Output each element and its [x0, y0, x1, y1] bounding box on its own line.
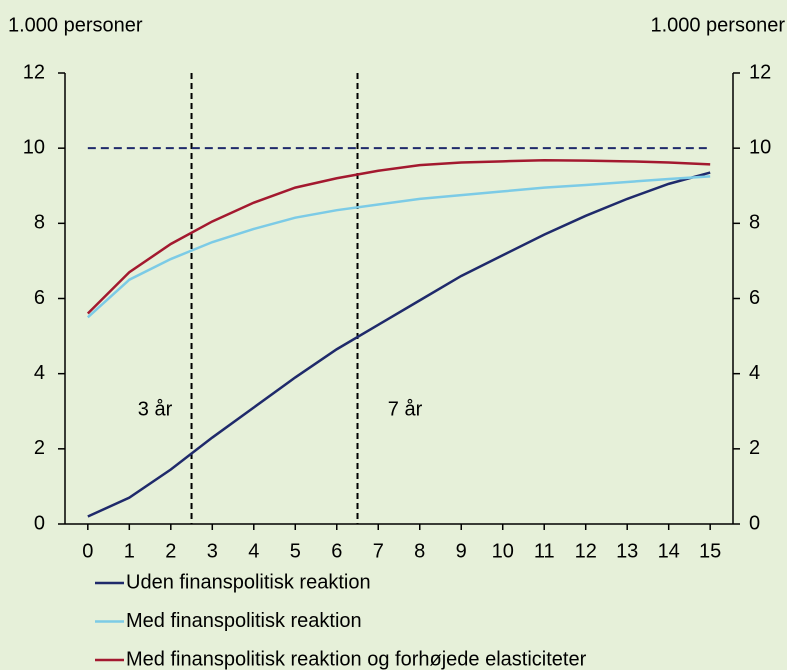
- y-tick-label: 0: [34, 512, 45, 534]
- y2-tick-label: 12: [749, 61, 771, 83]
- y-tick-label: 10: [23, 136, 45, 158]
- annotation: 3 år: [138, 398, 173, 420]
- x-tick-label: 4: [248, 540, 259, 562]
- x-tick-label: 6: [331, 540, 342, 562]
- x-tick-label: 3: [207, 540, 218, 562]
- x-tick-label: 1: [124, 540, 135, 562]
- legend-label: Uden finanspolitisk reaktion: [126, 571, 371, 593]
- y-tick-label: 6: [34, 287, 45, 309]
- y-tick-label: 8: [34, 212, 45, 234]
- y-axis-label: 1.000 personer: [8, 14, 143, 36]
- y-tick-label: 2: [34, 437, 45, 459]
- x-tick-label: 0: [82, 540, 93, 562]
- y2-tick-label: 6: [749, 287, 760, 309]
- x-tick-label: 15: [699, 540, 721, 562]
- x-tick-label: 12: [575, 540, 597, 562]
- x-tick-label: 13: [616, 540, 638, 562]
- series-line: [87, 171, 711, 518]
- x-tick-label: 9: [456, 540, 467, 562]
- x-tick-label: 8: [414, 540, 425, 562]
- annotation: 7 år: [388, 398, 423, 420]
- y2-tick-label: 10: [749, 136, 771, 158]
- y2-tick-label: 2: [749, 437, 760, 459]
- y2-tick-label: 8: [749, 212, 760, 234]
- x-tick-label: 11: [534, 540, 555, 562]
- y2-tick-label: 4: [749, 362, 760, 384]
- series-line: [86, 175, 711, 319]
- x-tick-label: 7: [373, 540, 384, 562]
- y2-tick-label: 0: [749, 512, 760, 534]
- x-tick-label: 14: [658, 540, 680, 562]
- x-tick-label: 10: [492, 540, 514, 562]
- legend-label: Med finanspolitisk reaktion: [126, 610, 362, 632]
- y2-axis-label: 1.000 personer: [650, 14, 785, 36]
- y-tick-label: 4: [34, 362, 45, 384]
- y-tick-label: 12: [23, 61, 45, 83]
- x-tick-label: 2: [165, 540, 176, 562]
- x-tick-label: 5: [290, 540, 301, 562]
- legend-label: Med finanspolitisk reaktion og forhøjede…: [126, 648, 587, 670]
- series-line: [86, 158, 711, 315]
